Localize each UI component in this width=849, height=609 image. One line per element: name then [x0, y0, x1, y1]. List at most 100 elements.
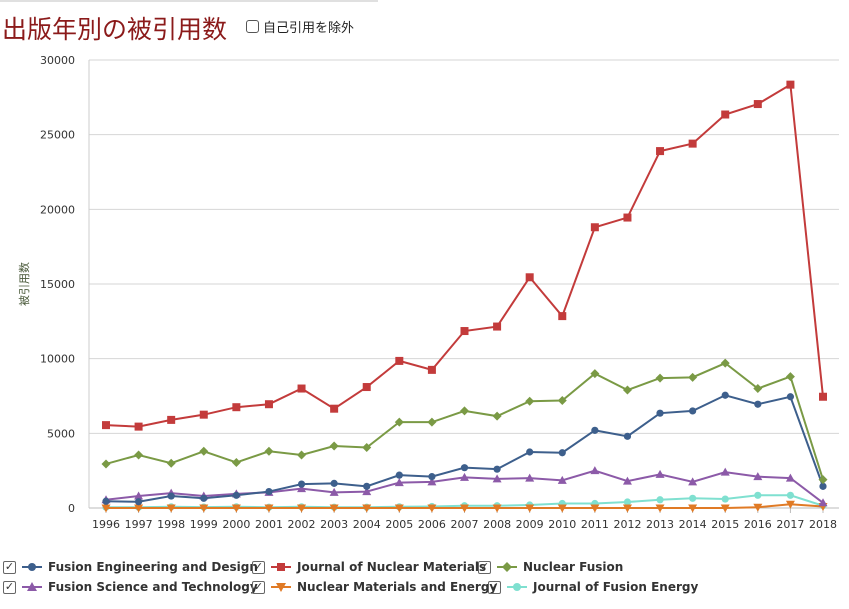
data-point [264, 446, 274, 456]
data-point [232, 491, 240, 499]
data-point [557, 504, 567, 513]
data-point [558, 312, 567, 321]
data-point [460, 504, 469, 513]
y-tick-label: 20000 [40, 203, 75, 216]
y-axis-title: 被引用数 [17, 262, 31, 306]
data-point [753, 472, 763, 481]
x-tick-label: 2011 [581, 518, 609, 531]
legend-label: Fusion Engineering and Design [48, 560, 258, 574]
data-point [427, 365, 436, 374]
data-point [655, 504, 665, 513]
data-point [558, 449, 566, 457]
x-tick-label: 2012 [613, 518, 641, 531]
data-point [622, 476, 632, 485]
data-point [526, 448, 534, 456]
x-tick-label: 1998 [157, 518, 185, 531]
legend-checkbox-icon[interactable]: ✓ [3, 559, 16, 574]
data-point [167, 415, 176, 424]
data-point [231, 504, 241, 513]
data-point [688, 477, 698, 486]
data-point [102, 421, 110, 430]
data-point [460, 406, 469, 416]
data-point [655, 469, 665, 478]
page-title: 出版年別の被引用数 [2, 15, 228, 44]
data-point [428, 473, 436, 481]
x-tick-label: 1996 [92, 518, 120, 531]
data-point [134, 504, 144, 513]
data-point [199, 410, 208, 419]
legend-item[interactable]: ✓ Journal of Nuclear Materials [252, 560, 486, 574]
data-point [590, 223, 599, 232]
data-point [167, 492, 175, 500]
data-point [622, 504, 632, 513]
x-tick-label: 2010 [548, 518, 576, 531]
legend-item[interactable]: ✓ Fusion Engineering and Design [3, 560, 258, 574]
data-point [134, 498, 143, 506]
legend-swatch-icon [507, 583, 527, 591]
data-point [557, 475, 567, 484]
legend-label: Nuclear Materials and Energy [297, 580, 498, 594]
legend-checkbox-icon[interactable]: ✓ [488, 579, 501, 594]
x-tick-label: 2009 [516, 518, 544, 531]
exclude-self-citation-checkbox[interactable] [246, 20, 259, 33]
data-point [590, 369, 600, 379]
y-tick-label: 25000 [40, 129, 75, 142]
series-line [105, 82, 824, 428]
legend-label: Journal of Nuclear Materials [297, 560, 487, 574]
data-point [134, 422, 143, 431]
data-point [297, 450, 307, 460]
data-point [329, 441, 339, 451]
data-point [721, 391, 729, 399]
data-point [265, 487, 273, 496]
data-point [656, 496, 664, 504]
data-point [231, 457, 241, 467]
citations-line-chart: 0 5000 10000 15000 20000 25000 30000 1996 1997 19… [17, 54, 839, 531]
data-point [199, 504, 209, 513]
data-point [199, 446, 209, 456]
legend-swatch-icon [271, 563, 291, 571]
data-point [721, 495, 729, 503]
legend-checkbox-icon[interactable]: ✓ [3, 579, 16, 594]
data-point [394, 417, 404, 427]
data-point [395, 471, 403, 479]
legend-item[interactable]: ✓ Journal of Fusion Energy [488, 580, 698, 594]
legend-checkbox-icon[interactable]: ✓ [252, 579, 265, 594]
legend-swatch-icon [22, 563, 42, 571]
exclude-self-citation-toggle[interactable]: 自己引用を除外 [246, 17, 354, 36]
legend-item[interactable]: ✓ Nuclear Fusion [478, 560, 623, 574]
data-point [297, 480, 306, 488]
legend-swatch-icon [22, 582, 42, 591]
x-tick-label: 1997 [125, 518, 153, 531]
data-point [493, 465, 501, 473]
data-point [819, 392, 827, 401]
data-point [689, 407, 697, 415]
series-line [105, 361, 824, 480]
data-point [493, 322, 502, 331]
data-point [623, 432, 632, 440]
data-point [297, 504, 307, 513]
data-point [264, 504, 274, 513]
data-point [754, 400, 762, 408]
data-point [786, 80, 795, 89]
legend-checkbox-icon[interactable]: ✓ [478, 559, 491, 574]
data-point [330, 404, 339, 413]
data-point [329, 504, 339, 513]
data-point [785, 500, 795, 509]
data-point [460, 464, 469, 472]
legend-checkbox-icon[interactable]: ✓ [252, 559, 265, 574]
data-point [460, 472, 469, 481]
data-point [688, 504, 698, 513]
data-point [591, 426, 599, 434]
x-tick-label: 2017 [776, 518, 804, 531]
data-point [427, 417, 437, 427]
top-divider [0, 0, 378, 2]
data-point [590, 466, 600, 475]
data-point [297, 384, 306, 393]
legend-item[interactable]: ✓ Fusion Science and Technology [3, 580, 258, 594]
legend-swatch-icon [497, 562, 517, 572]
data-point [297, 484, 307, 493]
legend-item[interactable]: ✓ Nuclear Materials and Energy [252, 580, 497, 594]
data-point [655, 373, 665, 383]
data-point [753, 100, 762, 109]
data-point [102, 497, 110, 505]
